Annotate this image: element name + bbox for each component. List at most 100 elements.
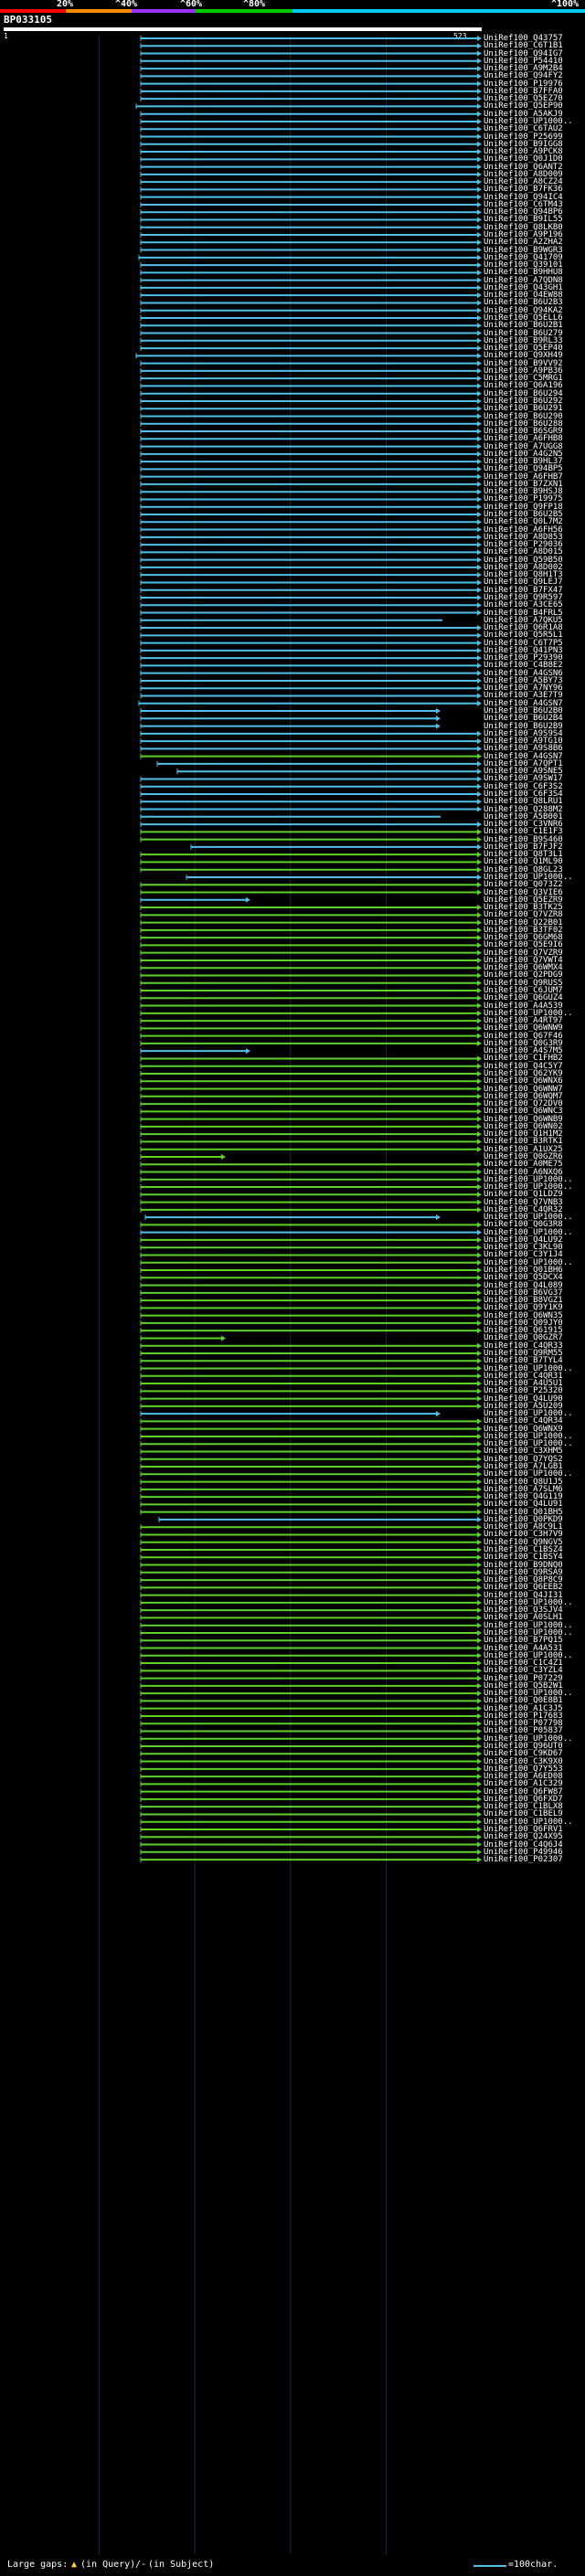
hit-label[interactable]: UniRef100_Q9LEJ7 xyxy=(484,578,563,588)
hit-label[interactable]: UniRef100_B6U2B5 xyxy=(484,510,563,519)
hit-alignment[interactable] xyxy=(140,300,482,306)
hit-label[interactable]: UniRef100_C6F3S2 xyxy=(484,781,563,791)
hit-alignment[interactable] xyxy=(140,1169,482,1175)
hit-label[interactable]: UniRef100_Q94BP5 xyxy=(484,464,563,474)
hit-alignment[interactable] xyxy=(140,50,482,57)
hit-alignment[interactable] xyxy=(140,647,482,653)
hit-alignment[interactable] xyxy=(140,43,482,49)
hit-alignment[interactable] xyxy=(140,1229,482,1235)
hit-label[interactable]: UniRef100_Q62YK9 xyxy=(484,1068,563,1078)
hit-alignment[interactable] xyxy=(140,466,482,472)
hit-alignment[interactable] xyxy=(140,1638,482,1644)
hit-label[interactable]: UniRef100_A7LGB1 xyxy=(484,1462,563,1472)
hit-alignment[interactable] xyxy=(140,935,482,941)
hit-alignment[interactable] xyxy=(140,1373,482,1379)
hit-alignment[interactable] xyxy=(140,693,482,699)
hit-alignment[interactable] xyxy=(140,1328,482,1334)
hit-label[interactable]: UniRef100_Q9RSA9 xyxy=(484,1567,563,1577)
hit-alignment[interactable] xyxy=(140,481,482,487)
hit-alignment[interactable] xyxy=(140,1388,482,1394)
hit-label[interactable]: UniRef100_Q4G119 xyxy=(484,1492,563,1502)
hit-alignment[interactable] xyxy=(140,58,482,64)
hit-label[interactable]: UniRef100_A6FH56 xyxy=(484,525,563,535)
hit-alignment[interactable] xyxy=(140,1774,482,1780)
hit-alignment[interactable] xyxy=(158,1516,482,1522)
hit-label[interactable]: UniRef100_C1BEL9 xyxy=(484,1809,563,1819)
hit-label[interactable]: UniRef100_B9IL55 xyxy=(484,215,563,225)
hit-alignment[interactable] xyxy=(140,1448,482,1455)
hit-label[interactable]: UniRef100_Q4L089 xyxy=(484,1280,563,1290)
hit-alignment[interactable] xyxy=(140,413,482,419)
hit-alignment[interactable] xyxy=(140,534,482,540)
hit-alignment[interactable] xyxy=(140,1524,482,1531)
hit-label[interactable]: UniRef100_Q7Y553 xyxy=(484,1764,563,1774)
hit-alignment[interactable] xyxy=(140,1577,482,1584)
hit-label[interactable]: UniRef100_Q59B50 xyxy=(484,555,563,565)
hit-label[interactable]: UniRef100_A9SW17 xyxy=(484,774,563,784)
hit-alignment[interactable] xyxy=(140,247,482,253)
hit-label[interactable]: UniRef100_C3KL90 xyxy=(484,1243,563,1253)
hit-alignment[interactable] xyxy=(140,337,482,344)
hit-alignment[interactable] xyxy=(140,1395,482,1402)
hit-label[interactable]: UniRef100_A9P196 xyxy=(484,230,563,240)
hit-label[interactable]: UniRef100_C4QR34 xyxy=(484,1416,563,1426)
hit-alignment[interactable] xyxy=(140,1131,482,1138)
hit-alignment[interactable] xyxy=(140,746,482,752)
hit-alignment[interactable] xyxy=(140,919,482,926)
hit-alignment[interactable] xyxy=(140,1252,482,1258)
hit-alignment[interactable] xyxy=(140,1728,482,1734)
hit-label[interactable]: UniRef100_A4GSN7 xyxy=(484,698,563,708)
hit-alignment[interactable] xyxy=(140,66,482,72)
hit-alignment[interactable] xyxy=(140,262,482,269)
hit-alignment[interactable] xyxy=(140,1101,482,1108)
hit-label[interactable]: UniRef100_P25320 xyxy=(484,1386,563,1396)
hit-alignment[interactable] xyxy=(140,1857,482,1863)
hit-alignment[interactable] xyxy=(140,232,482,239)
hit-alignment[interactable] xyxy=(140,1245,482,1251)
hit-label[interactable]: UniRef100_Q0E8B1 xyxy=(484,1696,563,1706)
hit-label[interactable]: UniRef100_C4Q6J4 xyxy=(484,1839,563,1850)
hit-alignment[interactable] xyxy=(140,866,482,873)
hit-label[interactable]: UniRef100_Q2PDG9 xyxy=(484,970,563,981)
hit-label[interactable]: UniRef100_UP1000.. xyxy=(484,1689,573,1699)
hit-alignment[interactable] xyxy=(140,1222,482,1228)
hit-alignment[interactable] xyxy=(140,655,482,662)
hit-label[interactable]: UniRef100_B6U2B0 xyxy=(484,706,563,716)
hit-label[interactable]: UniRef100_B7TYL4 xyxy=(484,1356,563,1366)
hit-alignment[interactable] xyxy=(135,103,482,110)
hit-label[interactable]: UniRef100_Q1LDZ9 xyxy=(484,1190,563,1200)
hit-label[interactable]: UniRef100_Q6WNX6 xyxy=(484,1076,563,1087)
hit-label[interactable]: UniRef100_UP1000.. xyxy=(484,1431,573,1441)
hit-alignment[interactable] xyxy=(140,1335,226,1341)
hit-alignment[interactable] xyxy=(140,1267,482,1274)
hit-alignment[interactable] xyxy=(135,353,482,359)
hit-label[interactable]: UniRef100_Q9RM55 xyxy=(484,1348,563,1358)
hit-alignment[interactable] xyxy=(140,1464,482,1470)
hit-label[interactable]: UniRef100_P29036 xyxy=(484,540,563,550)
hit-label[interactable]: UniRef100_C3YZL4 xyxy=(484,1666,563,1676)
hit-alignment[interactable] xyxy=(140,1682,482,1689)
hit-label[interactable]: UniRef100_B9HHU8 xyxy=(484,268,563,278)
hit-alignment[interactable] xyxy=(140,1381,482,1387)
hit-label[interactable]: UniRef100_Q5EP90 xyxy=(484,101,563,111)
hit-label[interactable]: UniRef100_A9SNE5 xyxy=(484,767,563,777)
hit-alignment[interactable] xyxy=(140,1236,482,1243)
hit-alignment[interactable] xyxy=(140,1841,482,1848)
hit-alignment[interactable] xyxy=(140,1592,482,1598)
hit-label[interactable]: UniRef100_B7FX47 xyxy=(484,585,563,595)
hit-alignment[interactable] xyxy=(140,1086,482,1092)
hit-alignment[interactable] xyxy=(140,367,482,374)
hit-alignment[interactable] xyxy=(140,1744,482,1750)
hit-alignment[interactable] xyxy=(140,1509,482,1515)
hit-label[interactable]: UniRef100_C6JUM7 xyxy=(484,986,563,996)
hit-alignment[interactable] xyxy=(140,1199,482,1205)
hit-alignment[interactable] xyxy=(140,1607,482,1614)
hit-alignment[interactable] xyxy=(140,1426,482,1432)
hit-alignment[interactable] xyxy=(140,1411,441,1417)
hit-alignment[interactable] xyxy=(140,799,482,805)
hit-alignment[interactable] xyxy=(140,1569,482,1575)
hit-alignment[interactable] xyxy=(176,769,482,775)
hit-alignment[interactable] xyxy=(140,1456,482,1462)
hit-label[interactable]: UniRef100_A5BY73 xyxy=(484,675,563,685)
hit-label[interactable]: UniRef100_A4S7M5 xyxy=(484,1046,563,1056)
